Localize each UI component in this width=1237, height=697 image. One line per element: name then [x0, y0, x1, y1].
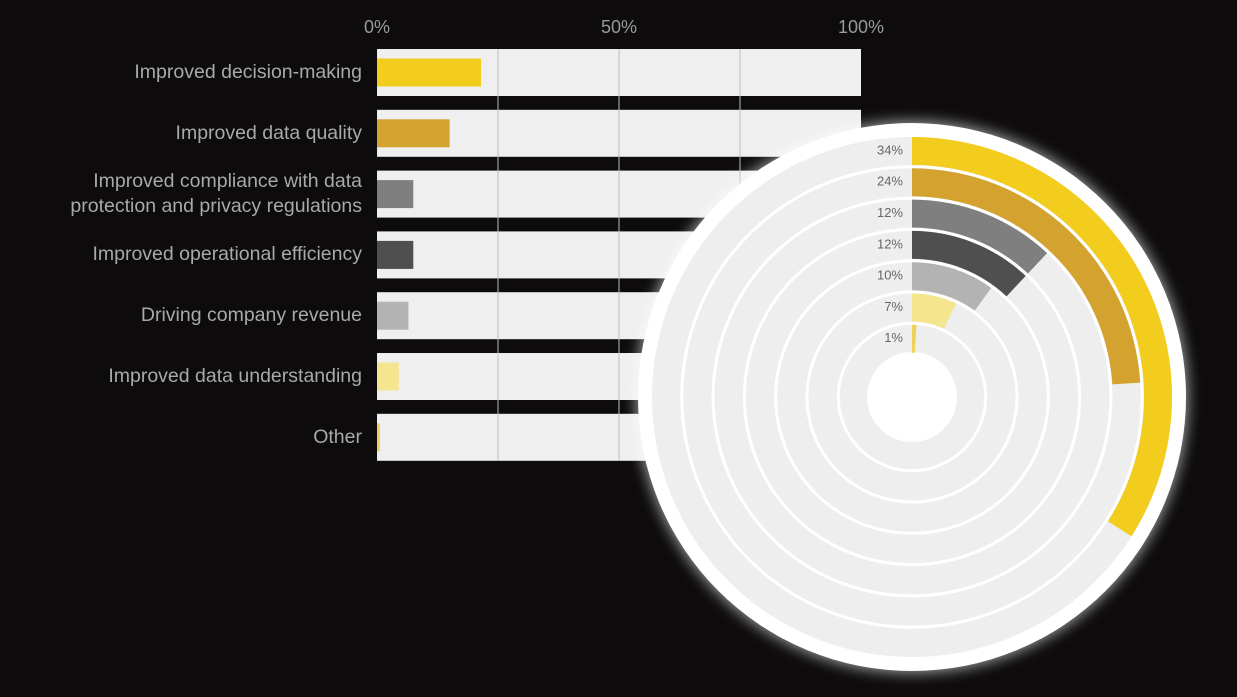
track-separator — [680, 165, 1144, 629]
value-label: 12% — [877, 205, 903, 220]
value-label: 7% — [884, 299, 903, 314]
value-label: 34% — [877, 142, 903, 157]
category-label: Improved data quality — [175, 121, 362, 144]
bar — [377, 58, 482, 87]
category-label: Improved compliance with data protection… — [70, 170, 362, 218]
radial-bar — [912, 293, 957, 329]
radial-bar — [912, 262, 992, 311]
bar — [377, 240, 414, 269]
x-tick-label: 50% — [601, 17, 637, 37]
track-separator — [742, 227, 1082, 567]
bar — [377, 423, 380, 452]
x-tick-label: 0% — [364, 17, 390, 37]
bar — [377, 301, 409, 330]
value-label: 10% — [877, 268, 903, 283]
category-label: Improved decision-making — [134, 61, 362, 83]
category-label: Improved operational efficiency — [92, 243, 362, 266]
category-label: Other — [313, 425, 362, 448]
category-label: Driving company revenue — [140, 304, 362, 327]
value-label: 24% — [877, 174, 903, 189]
track-separator — [649, 134, 1175, 660]
value-label: 12% — [877, 236, 903, 251]
center-hole — [867, 352, 957, 442]
track-separator — [774, 259, 1050, 535]
radial-bar — [912, 168, 1141, 385]
bar — [377, 119, 450, 148]
radial-bar — [912, 199, 1048, 274]
value-label: 1% — [884, 330, 903, 345]
radial-bar — [912, 324, 917, 353]
track-separator — [836, 321, 988, 473]
bar — [377, 362, 399, 391]
track-separator — [805, 290, 1019, 504]
radial-bar — [912, 137, 1172, 537]
bar — [377, 180, 414, 209]
x-tick-label: 100% — [838, 17, 884, 37]
radial-bar — [912, 230, 1026, 297]
category-label: Improved data understanding — [108, 365, 362, 387]
track-separator — [711, 196, 1113, 598]
